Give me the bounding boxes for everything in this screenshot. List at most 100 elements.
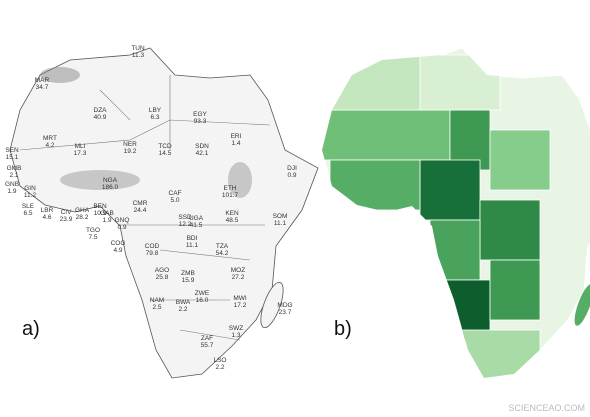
country-value: 42.1 [196, 150, 209, 157]
country-code: AGO [155, 267, 169, 274]
country-code: ETH [224, 185, 237, 192]
country-value: 12.2 [179, 221, 192, 228]
country-value: 10.9 [94, 210, 107, 217]
country-value: 34.7 [36, 84, 49, 91]
country-value: 11.1 [186, 242, 199, 249]
country-code: MDG [277, 302, 292, 309]
country-value: 5.0 [170, 197, 179, 204]
map-b [321, 47, 590, 379]
country-value: 0.9 [287, 172, 296, 179]
country-code: NGA [103, 177, 118, 184]
country-code: KEN [225, 210, 239, 217]
country-value: 1.9 [7, 188, 16, 195]
country-code: CIV [61, 209, 73, 216]
country-code: TZA [216, 243, 229, 250]
country-code: LBY [149, 107, 162, 114]
country-code: GNQ [115, 217, 130, 224]
country-value: 79.8 [146, 250, 159, 257]
country-value: 27.2 [232, 274, 245, 281]
country-value: 186.0 [102, 184, 119, 191]
country-code: MAR [35, 77, 50, 84]
country-value: 25.8 [156, 274, 169, 281]
country-value: 93.3 [194, 118, 207, 125]
country-code: ERI [231, 133, 242, 140]
country-code: UGA [189, 215, 204, 222]
country-code: SOM [273, 213, 288, 220]
country-code: ZAF [201, 335, 213, 342]
country-code: ZWE [195, 290, 210, 297]
country-code: TUN [131, 45, 145, 52]
map-a [9, 47, 319, 379]
country-code: MLI [75, 143, 86, 150]
country-value: 54.2 [216, 250, 229, 257]
country-value: 11.3 [132, 52, 145, 59]
country-value: 7.5 [88, 234, 97, 241]
country-code: TGO [86, 227, 100, 234]
country-value: 24.4 [134, 207, 147, 214]
country-value: 41.5 [190, 222, 203, 229]
country-value: 14.5 [159, 150, 172, 157]
country-value: 15.9 [182, 277, 195, 284]
country-code: BDI [187, 235, 198, 242]
country-value: 23.7 [279, 309, 292, 316]
country-value: 4.2 [45, 142, 54, 149]
country-value: 28.2 [76, 214, 89, 221]
country-code: MOZ [231, 267, 245, 274]
panel-label: b) [334, 318, 352, 340]
country-code: GIN [24, 185, 36, 192]
country-code: EGY [193, 111, 207, 118]
country-value: 2.2 [178, 306, 187, 313]
country-value: 15.1 [6, 154, 19, 161]
country-value: 48.5 [226, 217, 239, 224]
country-value: 2.1 [9, 172, 18, 179]
country-code: SWZ [229, 325, 243, 332]
country-value: 1.3 [231, 332, 240, 339]
country-code: GNB [5, 181, 19, 188]
country-code: CAF [169, 190, 182, 197]
country-code: LSO [213, 357, 226, 364]
country-value: 1.4 [231, 140, 240, 147]
country-code: ZMB [181, 270, 195, 277]
watermark: SCIENCEAO.COM [508, 403, 585, 413]
country-code: COG [111, 240, 126, 247]
country-value: 40.9 [94, 114, 107, 121]
country-code: COD [145, 243, 160, 250]
country-value: 11.1 [274, 220, 287, 227]
country-code: SSD [178, 214, 192, 221]
country-code: SDN [195, 143, 209, 150]
country-code: TCD [158, 143, 172, 150]
country-value: 17.2 [234, 302, 247, 309]
country-value: 23.9 [60, 216, 73, 223]
country-value: 16.0 [196, 297, 209, 304]
country-value: 2.5 [152, 304, 161, 311]
country-code: GAB [100, 210, 114, 217]
panel-label: a) [22, 318, 40, 340]
country-value: 101.7 [222, 192, 239, 199]
country-value: 1.9 [102, 217, 111, 224]
country-code: CMR [133, 200, 148, 207]
country-code: SLE [22, 203, 35, 210]
country-code: NER [123, 141, 137, 148]
country-value: 2.2 [215, 364, 224, 371]
country-value: 55.7 [201, 342, 214, 349]
country-value: 4.6 [42, 214, 51, 221]
country-code: MWI [233, 295, 247, 302]
country-code: GHA [75, 207, 90, 214]
country-code: NAM [150, 297, 164, 304]
country-value: 4.9 [113, 247, 122, 254]
country-code: GMB [7, 165, 22, 172]
country-code: MRT [43, 135, 57, 142]
country-code: SEN [5, 147, 19, 154]
country-code: BWA [176, 299, 191, 306]
country-value: 11.2 [24, 192, 37, 199]
country-value: 6.3 [150, 114, 159, 121]
country-code: DZA [94, 107, 108, 114]
country-code: LBR [41, 207, 54, 214]
country-value: 19.2 [124, 148, 137, 155]
country-code: BEN [93, 203, 107, 210]
country-value: 17.3 [74, 150, 87, 157]
country-value: 6.5 [23, 210, 32, 217]
country-code: DJI [287, 165, 297, 172]
country-value: 0.9 [117, 224, 126, 231]
